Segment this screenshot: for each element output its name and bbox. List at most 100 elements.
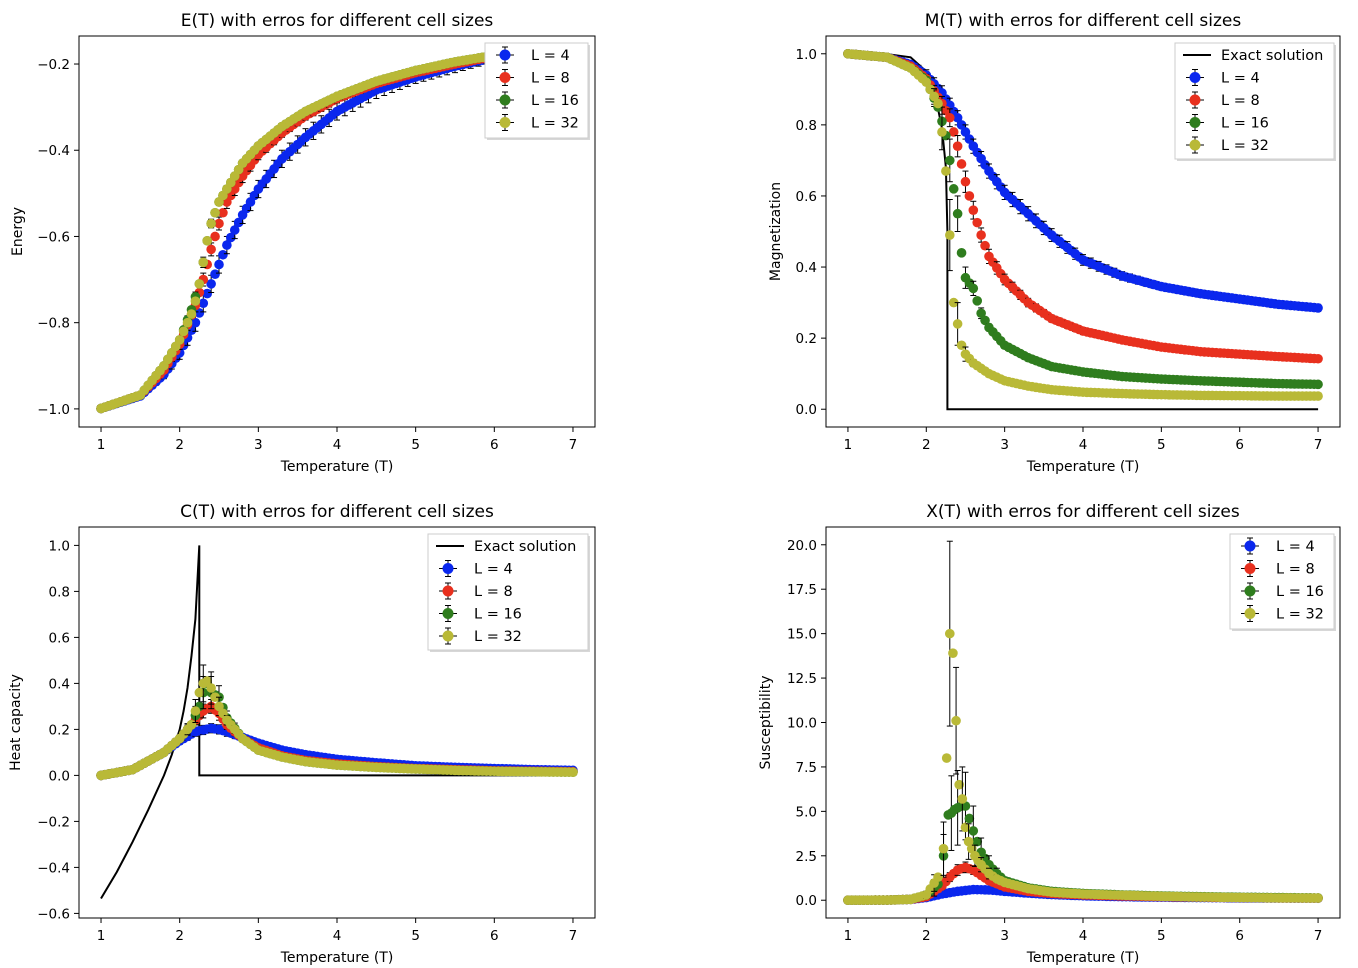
energy-xtick-label: 1 [97,437,106,453]
susceptibility-point [944,628,955,639]
magnetization-legend-label: L = 16 [1221,116,1269,132]
energy-ytick-label: −0.2 [37,57,70,73]
susceptibility-legend-label: L = 4 [1276,539,1315,555]
energy-ylabel: Energy [10,207,26,256]
magnetization-legend-box [1174,42,1335,160]
magnetization-legend-label: L = 4 [1221,71,1260,87]
susceptibility-plot-area [843,540,1323,906]
magnetization-point [1313,379,1323,390]
magnetization-ytick-label: 0.2 [796,331,817,347]
magnetization-legend-label: L = 32 [1221,138,1269,154]
heat-capacity-panel: C(T) with erros for different cell sizes… [8,502,596,966]
energy-point [226,232,236,243]
heat_capacity-legend-marker [442,608,454,619]
susceptibility-xtick-label: 4 [1079,928,1088,944]
susceptibility-legend-marker [1244,585,1256,597]
magnetization-point [976,308,986,319]
energy-panel: E(T) with erros for different cell sizes… [10,11,596,475]
magnetization-point [960,127,971,137]
magnetization-point [956,248,967,258]
energy-legend-marker [499,94,511,106]
heat_capacity-legend-exact-label: Exact solution [474,539,576,555]
energy-legend-label: L = 4 [531,48,570,64]
heat_capacity-ytick-label: 1.0 [49,538,70,554]
magnetization-point [948,127,959,137]
energy-point [214,259,224,270]
magnetization-point [944,155,955,166]
magnetization-point [956,340,967,351]
susceptibility-legend-marker [1244,563,1256,574]
magnetization-point [1313,303,1323,313]
susceptibility-panel: X(T) with erros for different cell sizes… [758,502,1341,966]
magnetization-panel: M(T) with erros for different cell sizes… [768,11,1341,475]
energy-point [182,317,193,328]
energy-point [206,279,216,289]
susceptibility-xtick-label: 5 [1157,928,1166,944]
energy-xtick-label: 7 [569,437,578,453]
energy-point [206,218,216,229]
magnetization-xtick-label: 2 [922,437,931,453]
heat_capacity-xtick-label: 7 [569,928,578,944]
heat_capacity-legend-label: L = 16 [474,607,522,623]
energy-series-3 [96,50,500,414]
energy-point [210,231,220,242]
magnetization-point [933,98,943,109]
susceptibility-legend-label: L = 8 [1276,562,1315,578]
magnetization-point [972,296,983,306]
susceptibility-ytick-label: 15.0 [787,627,817,643]
susceptibility-point [954,779,965,790]
heat_capacity-point [206,683,216,693]
heat_capacity-xtick-label: 3 [254,928,263,944]
susceptibility-point [960,822,971,833]
magnetization-point [956,159,967,169]
magnetization-point [960,176,971,187]
susceptibility-point [964,813,975,824]
magnetization-point [952,141,963,151]
magnetization-ytick-label: 0.0 [796,402,817,418]
magnetization-series-2 [843,48,1323,364]
susceptibility-ytick-label: 0.0 [796,893,817,909]
magnetization-point [921,77,932,88]
susceptibility-point [933,872,943,882]
magnetization-xtick-label: 4 [1079,437,1088,453]
energy-point [210,207,220,218]
susceptibility-xtick-label: 3 [1000,928,1009,944]
heat_capacity-legend: Exact solution L = 4 L = 8 L = 16 L = 32 [427,533,590,652]
magnetization-point [972,217,983,228]
magnetization-xtick-label: 3 [1000,437,1009,453]
susceptibility-point [1313,893,1323,903]
magnetization-legend-marker [1189,117,1201,128]
heat_capacity-ytick-label: 0.0 [49,768,70,784]
energy-series-4 [96,50,500,414]
magnetization-point [968,283,979,294]
magnetization-legend-marker [1189,72,1201,83]
susceptibility-xlabel: Temperature (T) [1026,950,1140,966]
heat_capacity-axes-frame [78,526,596,919]
heat_capacity-point [568,767,578,777]
susceptibility-xtick-label: 2 [922,928,931,944]
heat_capacity-xtick-label: 1 [97,928,106,944]
susceptibility-ytick-label: 12.5 [787,671,817,687]
energy-legend-marker [499,117,511,128]
magnetization-point [980,315,990,326]
magnetization-point [968,205,979,215]
susceptibility-point [938,843,949,854]
energy-point [198,257,209,268]
heat_capacity-xtick-label: 6 [490,928,499,944]
energy-point [202,235,213,246]
magnetization-point [1313,391,1323,401]
magnetization-legend: Exact solution L = 4 L = 8 L = 16 L = 32 [1174,42,1336,161]
heat_capacity-ytick-label: 0.4 [49,676,70,692]
energy-point [202,288,213,299]
heat-capacity-title: C(T) with erros for different cell sizes [180,502,494,522]
magnetization-xlabel: Temperature (T) [1026,459,1140,475]
susceptibility-point [951,715,961,726]
heat_capacity-ytick-label: 0.2 [49,722,70,738]
energy-point [218,249,228,260]
magnetization-point [937,127,947,137]
energy-point [229,225,240,235]
energy-point [233,217,244,228]
magnetization-legend-marker [1189,139,1201,151]
magnetization-ylabel: Magnetization [768,182,784,281]
susceptibility-ytick-label: 20.0 [787,538,817,554]
